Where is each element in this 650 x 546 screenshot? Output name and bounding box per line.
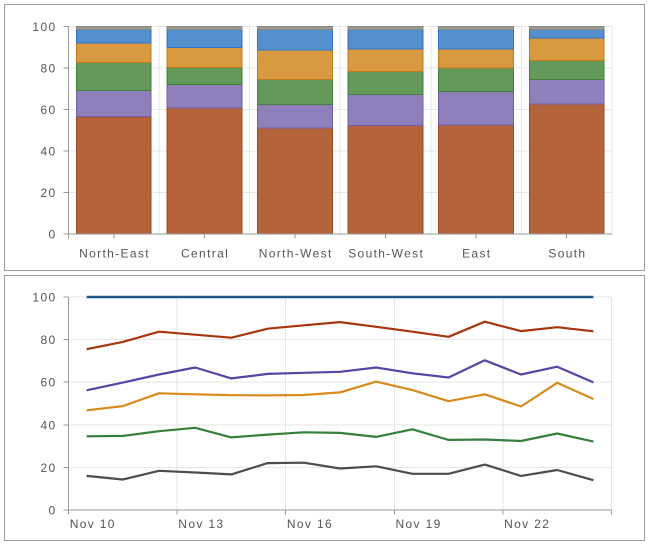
svg-text:East: East [462, 247, 491, 261]
svg-text:20: 20 [40, 186, 56, 200]
svg-text:80: 80 [40, 62, 56, 76]
svg-text:Central: Central [181, 247, 229, 261]
svg-text:0: 0 [48, 228, 56, 242]
svg-text:60: 60 [40, 376, 56, 390]
svg-text:Nov 10: Nov 10 [70, 517, 116, 531]
svg-text:Nov 22: Nov 22 [504, 517, 550, 531]
svg-text:Nov 19: Nov 19 [396, 517, 442, 531]
svg-text:100: 100 [32, 291, 56, 305]
svg-text:80: 80 [40, 333, 56, 347]
svg-text:North-West: North-West [259, 247, 333, 261]
svg-text:40: 40 [40, 418, 56, 432]
svg-text:60: 60 [40, 103, 56, 117]
svg-text:South: South [548, 247, 586, 261]
svg-text:North-East: North-East [79, 247, 150, 261]
svg-text:Nov 13: Nov 13 [178, 517, 224, 531]
svg-text:100: 100 [32, 20, 56, 34]
svg-text:40: 40 [40, 145, 56, 159]
svg-text:Nov 16: Nov 16 [287, 517, 333, 531]
svg-text:South-West: South-West [348, 247, 424, 261]
svg-text:0: 0 [48, 504, 56, 518]
svg-text:20: 20 [40, 461, 56, 475]
